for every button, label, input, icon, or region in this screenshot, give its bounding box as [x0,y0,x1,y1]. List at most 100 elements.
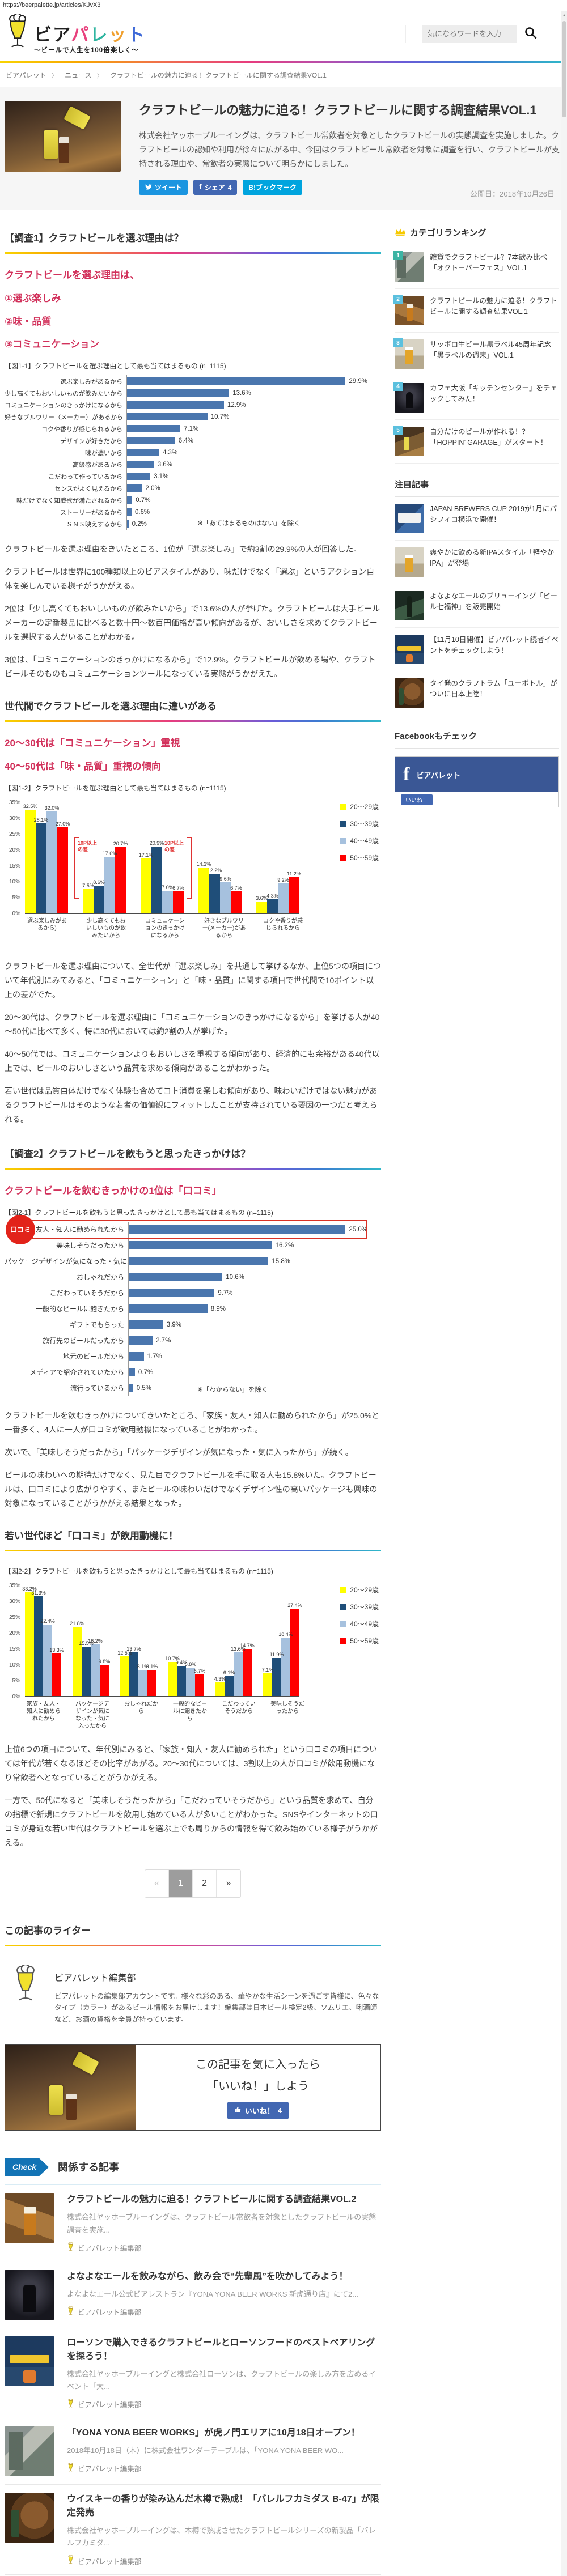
rainbow-underline [5,252,381,254]
featured-item[interactable]: 【11月10日開催】ビアパレット読者イベントをチェックしよう！ [395,628,559,671]
chart-bar [25,809,36,913]
lead-line: ③コミュニケーション [5,339,100,350]
related-article-item[interactable]: よなよなエールを飲みながら、飲み会で“先輩風”を吹かしてみよう！ よなよなエール公… [5,2262,381,2328]
pagination-page-1[interactable]: 1 [169,1869,193,1897]
chart-bar [272,1657,281,1696]
chart-bar [82,1646,91,1696]
hatena-bookmark-button[interactable]: B!ブックマーク [243,180,303,195]
scrollbar[interactable]: ▲ [561,11,567,2576]
writer-name[interactable]: ビアパレット編集部 [54,1973,136,1983]
bar-chart-triggers: 家族・友人・知人に勧められたから 25.0% 美味しそうだったから 16.2% パッケー… [5,1214,367,1396]
article-body: 【調査1】クラフトビールを選ぶ理由は？ クラフトビールを選ぶ理由は、 ①選ぶ楽し… [5,227,381,2575]
chart-bar [281,1637,290,1696]
facebook-page-widget[interactable]: f ビアパレット いいね！ [395,756,559,807]
ranking-item-title[interactable]: 雑貨でクラフトビール？7本飲み比べ「オクトーバーフェス」VOL.1 [430,253,547,273]
chart-bar [91,1644,100,1696]
related-article-item[interactable]: ウイスキーの香りが染み込んだ木樽で熟成！「バレルフカミダス B-47」が限定発売… [5,2485,381,2575]
breadcrumb-home[interactable]: ビアパレット [6,71,46,79]
facebook-like-mini-button[interactable]: いいね！ [401,794,433,805]
facebook-share-button[interactable]: f シェア 4 [193,180,238,195]
related-article-title[interactable]: 「YONA YONA BEER WORKS」が虎ノ門エリアに10月18日オープン… [67,2428,360,2438]
related-article-author[interactable]: ビアパレット編集部 [78,2309,142,2317]
related-article-title[interactable]: ローソンで購入できるクラフトビールとローソンフードのベストペアリングを探ろう！ [67,2337,375,2361]
featured-item-title[interactable]: JAPAN BREWERS CUP 2019が1月にパシフィコ横浜で開催！ [430,505,557,524]
chart-bar [168,1661,177,1696]
related-article-title[interactable]: よなよなエールを飲みながら、飲み会で“先輩風”を吹かしてみよう！ [67,2271,348,2281]
chart-bar [186,1668,195,1696]
chart-bar [25,1592,34,1696]
related-article-item[interactable]: ローソンで購入できるクラフトビールとローソンフードのベストペアリングを探ろう！ 株… [5,2328,381,2418]
chart-bar [141,858,151,913]
ranking-item[interactable]: 5 自分だけのビールが作れる！？「HOPPIN’ GARAGE」がスタート！ [393,420,559,464]
beer-glass-icon [67,2554,74,2566]
featured-item-title[interactable]: タイ発のクラフトラム「ユーボトル」がついに日本上陸！ [430,679,557,699]
ranking-item-title[interactable]: クラフトビールの魅力に迫る！クラフトビールに関する調査結果VOL.1 [430,297,558,316]
site-logo[interactable]: ビアパレット ～ビールで人生を100倍楽しく～ [5,12,146,54]
chart-legend: 20～29歳 30～39歳 40～49歳 50～59歳 [340,1585,379,1653]
writer-card: ビアパレット編集部 ビアパレットの編集部アカウントです。様々な彩のある、華やかな… [5,1961,381,2026]
ranking-item[interactable]: 1 雑貨でクラフトビール？7本飲み比べ「オクトーバーフェス」VOL.1 [393,245,559,289]
related-article-author[interactable]: ビアパレット編集部 [78,2465,142,2473]
featured-item-title[interactable]: 【11月10日開催】ビアパレット読者イベントをチェックしよう！ [430,636,558,655]
paragraph: ビールの味わいへの期待だけでなく、見た目でクラフトビールを手に取る人も15.8%… [5,1470,378,1508]
scroll-up-arrow[interactable]: ▲ [561,11,567,20]
article-thumbnail [5,2336,54,2386]
sidebar: カテゴリランキング 1 雑貨でクラフトビール？7本飲み比べ「オクトーバーフェス」V… [393,227,559,822]
chart-bar [100,1664,109,1696]
pagination: « 1 2 » [5,1869,381,1898]
grouped-bar-chart-reasons-by-age: 0% 5% 10% 15% 20% 25% 30% 35% 32.5% 28.1% 32.0% 27.… [9,799,379,939]
logo-tagline: ～ビールで人生を100倍楽しく～ [34,46,139,54]
pagination-prev[interactable]: « [145,1869,169,1897]
featured-item[interactable]: 爽やかに飲める新IPAスタイル「軽やかIPA」が登場 [395,541,559,584]
ranking-item[interactable]: 2 クラフトビールの魅力に迫る！クラフトビールに関する調査結果VOL.1 [393,289,559,333]
tweet-button[interactable]: ツイート [139,180,188,195]
beer-glass-icon [67,2462,74,2474]
related-article-title[interactable]: ウイスキーの香りが染み込んだ木樽で熟成！「バレルフカミダス B-47」が限定発売 [67,2494,379,2518]
scrollbar-thumb[interactable] [562,21,566,117]
chart-note: ※「わからない」を除く [197,1386,268,1393]
featured-thumbnail [395,504,424,533]
chart-bar [290,1609,299,1696]
article-thumbnail [5,2492,54,2543]
featured-item[interactable]: タイ発のクラフトラム「ユーボトル」がついに日本上陸！ [395,671,559,715]
chart-bar [198,867,209,913]
ranking-item-title[interactable]: サッポロ生ビール黒ラベル45周年記念「黒ラベルの週末」VOL.1 [430,341,551,360]
related-articles-heading: 関係する記事 [58,2162,120,2174]
paragraph: クラフトビールは世界に100種類以上のビアスタイルがあり、味だけでなく「選ぶ」と… [5,567,375,591]
search-input[interactable] [422,24,517,43]
chart-bar [138,1670,147,1696]
ranking-item-title[interactable]: カフェ大阪「キッチンセンター」をチェックしてみた！ [430,384,558,403]
figure-caption: 【図1-2】クラフトビールを選ぶ理由として最も当てはまるもの (n=1115) [5,784,226,792]
facebook-logo-icon: f [403,764,410,785]
related-article-title[interactable]: クラフトビールの魅力に迫る！クラフトビールに関する調査結果VOL.2 [67,2195,357,2205]
related-article-author[interactable]: ビアパレット編集部 [78,2245,142,2253]
thumbs-up-icon [234,2106,242,2115]
featured-item[interactable]: JAPAN BREWERS CUP 2019が1月にパシフィコ横浜で開催！ [395,497,559,541]
featured-item-title[interactable]: 爽やかに飲める新IPAスタイル「軽やかIPA」が登場 [430,549,555,568]
chart-bar-row: ストーリーがあるから 0.6% [5,506,367,518]
lead-line: クラフトビールを選ぶ理由は、 [5,270,139,280]
facebook-like-button[interactable]: いいね！ 4 [227,2101,289,2119]
ranking-item[interactable]: 3 サッポロ生ビール黒ラベル45周年記念「黒ラベルの週末」VOL.1 [393,333,559,376]
share-count: 4 [227,183,232,192]
featured-item[interactable]: よなよなエールのブリューイング「ビール七福神」を販売開始 [395,584,559,628]
pagination-page-2[interactable]: 2 [193,1869,217,1897]
chart-bar [147,1670,156,1696]
difference-bracket [74,836,79,899]
related-article-item[interactable]: 「YONA YONA BEER WORKS」が虎ノ門エリアに10月18日オープン… [5,2418,381,2485]
ranking-item-title[interactable]: 自分だけのビールが作れる！？「HOPPIN’ GARAGE」がスタート！ [430,428,548,447]
featured-item-title[interactable]: よなよなエールのブリューイング「ビール七福神」を販売開始 [430,592,558,611]
chart-bar [215,1682,225,1696]
breadcrumb-news[interactable]: ニュース [65,71,92,79]
chart-bar-row: 流行っているから 0.5% [5,1380,367,1396]
related-article-author[interactable]: ビアパレット編集部 [78,2401,142,2409]
chart-bar [267,899,278,913]
search-button[interactable] [524,26,538,41]
related-article-item[interactable]: クラフトビールの魅力に迫る！クラフトビールに関する調査結果VOL.2 株式会社ヤッ… [5,2185,381,2262]
difference-label: 10P以上 の差 [164,840,184,853]
pagination-next[interactable]: » [217,1869,240,1897]
ranking-item[interactable]: 4 カフェ大阪「キッチンセンター」をチェックしてみた！ [393,376,559,420]
check-badge: Check [5,2158,49,2177]
logo-text: ビアパレット [34,24,146,45]
related-article-author[interactable]: ビアパレット編集部 [78,2557,142,2566]
